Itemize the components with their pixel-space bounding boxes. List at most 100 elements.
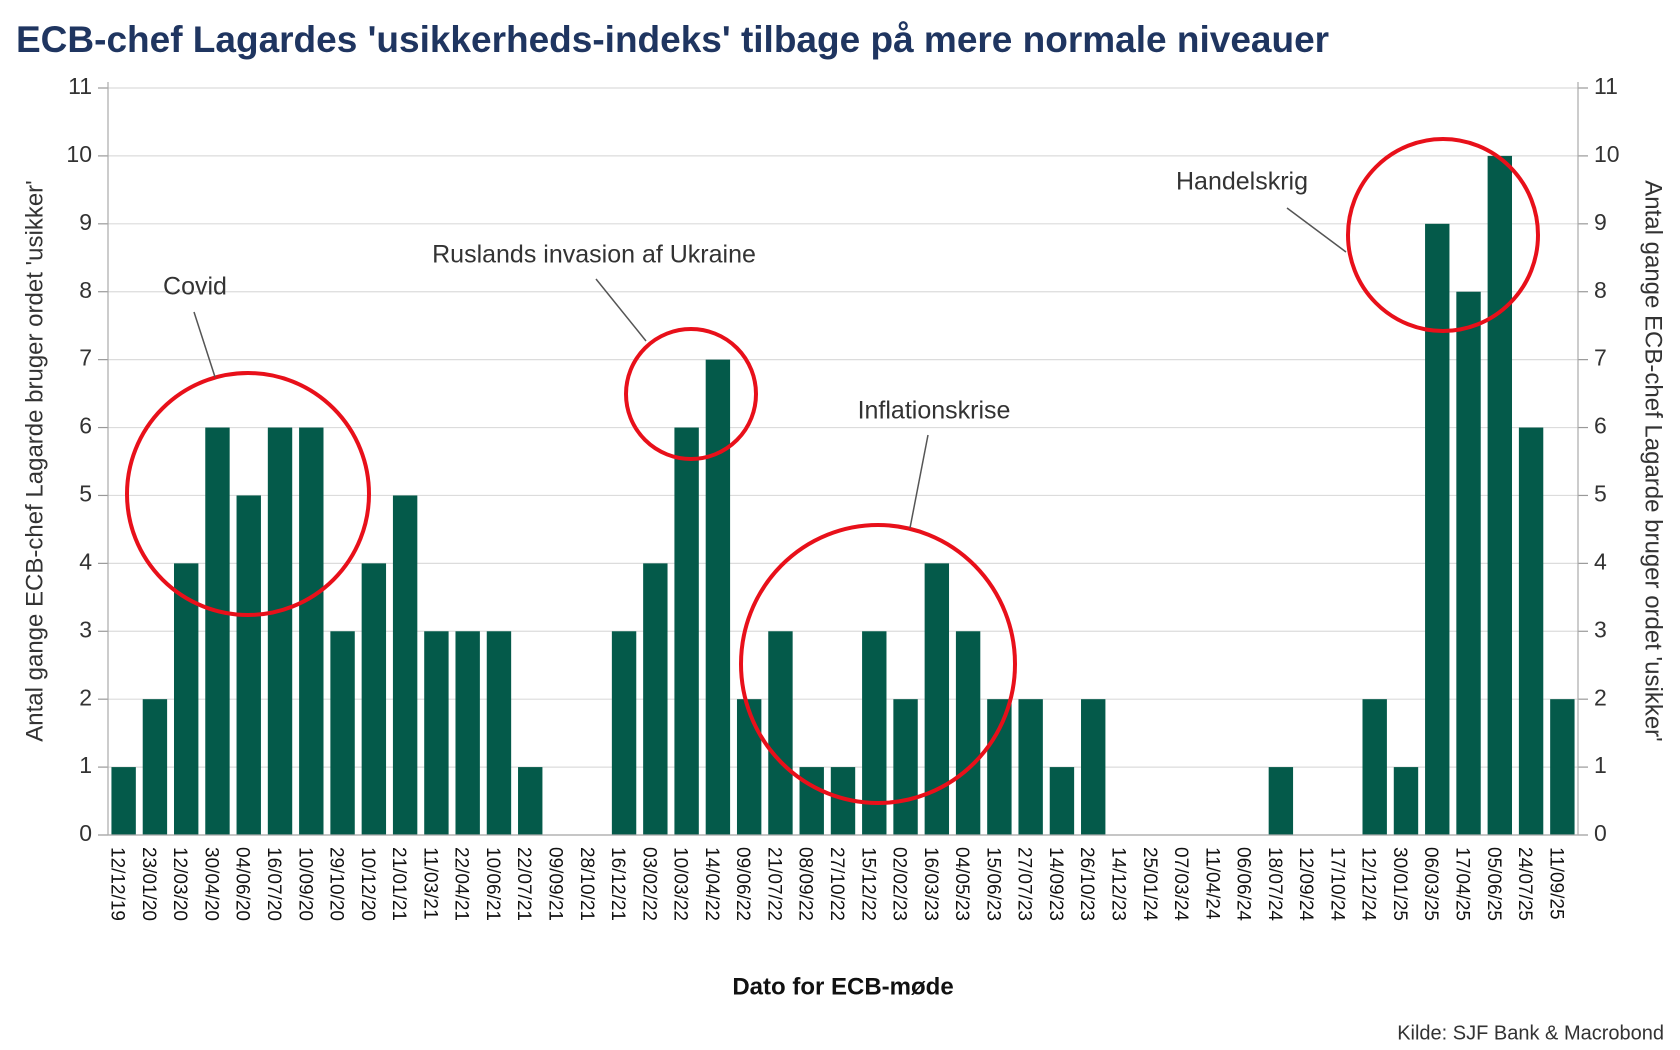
x-axis-label: Dato for ECB-møde	[732, 973, 953, 1000]
bar	[736, 699, 762, 835]
bar	[1487, 155, 1513, 836]
x-tick-label: 06/06/24	[1233, 847, 1254, 921]
bar	[392, 495, 418, 835]
x-tick-label: 14/12/23	[1107, 847, 1128, 921]
x-tick-label: 22/04/21	[451, 847, 472, 921]
x-tick-label: 11/04/24	[1201, 847, 1222, 920]
annotation-leader	[595, 278, 647, 342]
x-tick-label: 24/07/25	[1514, 847, 1535, 921]
bar	[1456, 291, 1481, 835]
y-tick-label: 6	[79, 413, 92, 439]
bar	[455, 631, 480, 835]
x-tick-label: 09/06/22	[732, 847, 753, 921]
y2-tick-label: 8	[1594, 277, 1607, 303]
highlight-circle	[125, 371, 371, 617]
y-tick-label: 5	[79, 481, 92, 507]
y-tick-label: 8	[79, 277, 92, 303]
chart-title: ECB-chef Lagardes 'usikkerheds-indeks' t…	[16, 19, 1329, 60]
x-tick-label: 30/01/25	[1389, 847, 1410, 921]
highlight-circle	[1346, 137, 1540, 333]
y-axis-label: Antal gange ECB-chef Lagarde bruger orde…	[21, 180, 48, 742]
bar	[705, 359, 731, 835]
bar	[486, 631, 512, 835]
x-tick-label: 12/09/24	[1295, 847, 1316, 921]
bar	[1425, 223, 1450, 835]
bar	[361, 563, 387, 835]
x-tick-label: 10/12/20	[357, 847, 378, 921]
bar	[111, 767, 136, 835]
bar	[267, 427, 293, 835]
bar	[142, 699, 168, 835]
highlight-circle	[624, 327, 758, 461]
y-tick-label: 4	[79, 548, 92, 574]
x-tick-label: 28/10/21	[576, 847, 597, 921]
bar	[518, 767, 543, 835]
x-tick-label: 16/07/20	[263, 847, 284, 921]
x-tick-label: 22/07/21	[513, 847, 534, 921]
y-tick-label: 2	[79, 684, 92, 710]
annotation-leader	[1286, 207, 1347, 253]
x-tick-label: 04/05/23	[951, 847, 972, 921]
x-tick-label: 27/07/23	[1014, 847, 1035, 921]
bar	[955, 631, 981, 835]
y2-tick-label: 9	[1594, 209, 1607, 235]
y2-tick-label: 4	[1594, 548, 1607, 574]
bar	[1018, 699, 1043, 835]
bar	[611, 631, 637, 835]
x-tick-label: 15/12/22	[857, 847, 878, 921]
bar	[1268, 767, 1294, 835]
x-tick-label: 16/03/23	[920, 847, 941, 921]
bar	[173, 563, 199, 835]
x-tick-label: 02/02/23	[889, 847, 910, 921]
y2-tick-label: 5	[1594, 481, 1607, 507]
x-tick-label: 18/07/24	[1264, 847, 1285, 921]
bar	[1393, 767, 1419, 835]
annotation: Handelskrig	[1176, 168, 1308, 196]
x-tick-label: 12/03/20	[169, 847, 190, 921]
y2-axis-label: Antal gange ECB-chef Lagarde bruger orde…	[1640, 180, 1667, 742]
bar	[799, 767, 824, 835]
annotations: Covid Ruslands invasion af Ukraine Infla…	[125, 137, 1540, 805]
bar	[643, 563, 668, 835]
bar	[1362, 699, 1387, 835]
bar	[674, 427, 699, 835]
x-tick-label: 12/12/19	[107, 847, 128, 921]
bar	[987, 699, 1012, 835]
highlight-circle	[739, 523, 1017, 805]
bar	[205, 427, 230, 835]
annotation-leader	[909, 434, 929, 529]
x-tick-label: 21/01/21	[388, 847, 409, 921]
x-tick-label: 11/03/21	[419, 847, 440, 920]
x-tick-label: 10/06/21	[482, 847, 503, 921]
y2-tick-label: 10	[1594, 141, 1620, 167]
x-tick-label: 14/09/23	[1045, 847, 1066, 921]
y-tick-label: 10	[66, 141, 92, 167]
y-tick-label: 11	[68, 73, 92, 99]
x-tick-label: 21/07/22	[763, 847, 784, 921]
source: Kilde: SJF Bank & Macrobond	[1397, 1022, 1664, 1044]
x-tick-label: 25/01/24	[1139, 847, 1160, 921]
x-tick-label: 10/03/22	[670, 847, 691, 921]
y-tick-label: 1	[79, 752, 92, 778]
bar	[1049, 767, 1075, 835]
y2-tick-label: 6	[1594, 413, 1607, 439]
y-tick-label: 9	[79, 209, 92, 235]
annotation: Covid	[163, 273, 227, 301]
y-tick-label: 3	[79, 616, 92, 642]
x-tick-label: 30/04/20	[200, 847, 221, 921]
annotation: Ruslands invasion af Ukraine	[432, 241, 756, 269]
x-tick-label: 09/09/21	[544, 847, 565, 921]
y-tick-label: 0	[79, 820, 92, 846]
bar	[236, 495, 261, 835]
x-tick-label: 11/09/25	[1545, 847, 1566, 920]
y2-tick-label: 0	[1594, 820, 1607, 846]
annotation: Inflationskrise	[858, 397, 1011, 425]
bar	[768, 631, 793, 835]
x-tick-label: 08/09/22	[795, 847, 816, 921]
x-tick-label: 23/01/20	[138, 847, 159, 921]
bar	[299, 427, 324, 835]
x-tick-label: 17/10/24	[1326, 847, 1347, 921]
annotation-leader	[193, 311, 216, 378]
